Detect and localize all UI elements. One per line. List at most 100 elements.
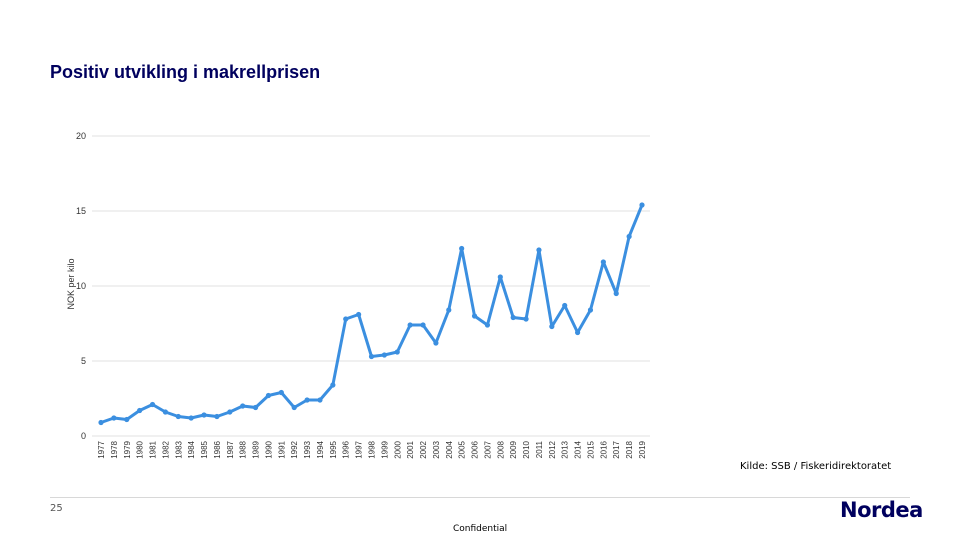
x-tick-label: 1981 xyxy=(149,440,158,458)
x-tick-label: 2010 xyxy=(522,440,531,458)
footer-divider xyxy=(50,497,910,498)
x-tick-label: 1985 xyxy=(200,440,209,458)
x-tick-label: 1990 xyxy=(264,440,273,458)
x-tick-label: 2002 xyxy=(419,440,428,458)
x-tick-label: 2011 xyxy=(535,440,544,458)
y-tick-label: 15 xyxy=(76,206,86,216)
data-point xyxy=(394,349,400,355)
data-point xyxy=(240,403,246,409)
x-tick-label: 1994 xyxy=(316,440,325,458)
x-tick-label: 1991 xyxy=(277,440,286,458)
data-point xyxy=(536,247,542,253)
x-tick-label: 2015 xyxy=(586,440,595,458)
data-point xyxy=(252,404,259,411)
data-point xyxy=(149,401,156,408)
data-point xyxy=(446,307,452,313)
data-point xyxy=(98,419,104,426)
x-tick-label: 1984 xyxy=(187,440,196,458)
data-point xyxy=(356,311,362,318)
y-tick-label: 20 xyxy=(76,131,86,141)
x-tick-label: 2017 xyxy=(612,440,621,458)
data-point xyxy=(600,259,606,265)
x-tick-label: 2004 xyxy=(445,440,454,458)
data-point xyxy=(368,353,375,360)
x-tick-label: 2018 xyxy=(625,440,634,458)
x-tick-label: 1988 xyxy=(239,440,248,458)
x-tick-label: 2006 xyxy=(471,440,480,458)
data-point xyxy=(471,313,478,319)
x-tick-label: 2007 xyxy=(483,440,492,458)
data-point xyxy=(549,323,555,330)
data-point xyxy=(137,407,143,414)
x-tick-label: 1980 xyxy=(136,440,145,458)
data-point xyxy=(278,389,284,396)
data-point xyxy=(613,290,619,297)
y-tick-label: 10 xyxy=(76,281,86,291)
data-point xyxy=(497,274,503,280)
x-tick-label: 1979 xyxy=(123,440,132,458)
data-point xyxy=(227,409,233,415)
x-tick-label: 1983 xyxy=(174,440,183,458)
x-tick-label: 1993 xyxy=(303,440,312,458)
x-tick-label: 2005 xyxy=(458,440,467,458)
x-tick-label: 1996 xyxy=(342,440,351,458)
source-note: Kilde: SSB / Fiskeridirektoratet xyxy=(740,461,892,472)
x-tick-label: 1978 xyxy=(110,440,119,458)
data-point xyxy=(523,316,529,322)
data-point xyxy=(162,409,169,415)
data-point xyxy=(291,404,297,411)
x-tick-label: 1999 xyxy=(380,440,389,458)
data-point xyxy=(407,322,413,328)
data-point xyxy=(574,329,581,336)
page-title: Positiv utvikling i makrellprisen xyxy=(50,62,321,82)
data-point xyxy=(330,382,336,388)
confidential-label: Confidential xyxy=(453,524,508,534)
y-tick-label: 0 xyxy=(81,431,86,441)
series-line xyxy=(99,203,644,424)
data-point xyxy=(175,413,181,420)
data-point xyxy=(111,415,117,421)
x-tick-label: 1997 xyxy=(355,440,364,458)
x-tick-label: 2008 xyxy=(496,440,505,458)
x-tick-label: 1987 xyxy=(226,440,235,458)
data-point xyxy=(124,416,130,423)
x-tick-label: 1995 xyxy=(329,440,338,458)
data-point xyxy=(484,322,491,328)
data-point xyxy=(420,322,426,328)
x-tick-label: 1998 xyxy=(368,440,377,458)
data-point xyxy=(201,412,207,418)
x-tick-label: 2013 xyxy=(561,440,570,458)
data-point xyxy=(587,307,594,313)
x-tick-label: 2016 xyxy=(599,440,608,458)
x-tick-label: 2014 xyxy=(574,440,583,458)
data-point xyxy=(562,302,568,309)
y-tick-label: 5 xyxy=(81,356,86,366)
x-tick-label: 2012 xyxy=(548,440,557,458)
data-point xyxy=(459,245,465,252)
data-point xyxy=(433,340,439,346)
y-axis-label: NOK per kilo xyxy=(66,258,76,309)
data-point xyxy=(343,316,349,322)
x-tick-label: 1986 xyxy=(213,440,222,458)
x-tick-label: 1989 xyxy=(252,440,261,458)
x-tick-label: 2000 xyxy=(393,440,402,458)
data-point xyxy=(381,352,387,358)
data-point xyxy=(510,314,516,321)
x-tick-label: 2001 xyxy=(406,440,415,458)
x-tick-label: 1982 xyxy=(161,440,170,458)
x-tick-label: 2019 xyxy=(638,440,647,458)
x-tick-label: 2003 xyxy=(432,440,441,458)
page-number: 25 xyxy=(50,503,63,514)
data-point xyxy=(188,415,194,421)
data-point xyxy=(626,233,632,240)
data-point xyxy=(304,397,310,403)
data-point xyxy=(214,413,220,420)
x-tick-label: 2009 xyxy=(509,440,518,458)
data-point xyxy=(265,392,272,399)
data-point xyxy=(639,202,645,208)
nordea-logo: Nordea xyxy=(840,498,923,522)
data-point xyxy=(317,397,323,403)
x-tick-label: 1992 xyxy=(290,440,299,458)
